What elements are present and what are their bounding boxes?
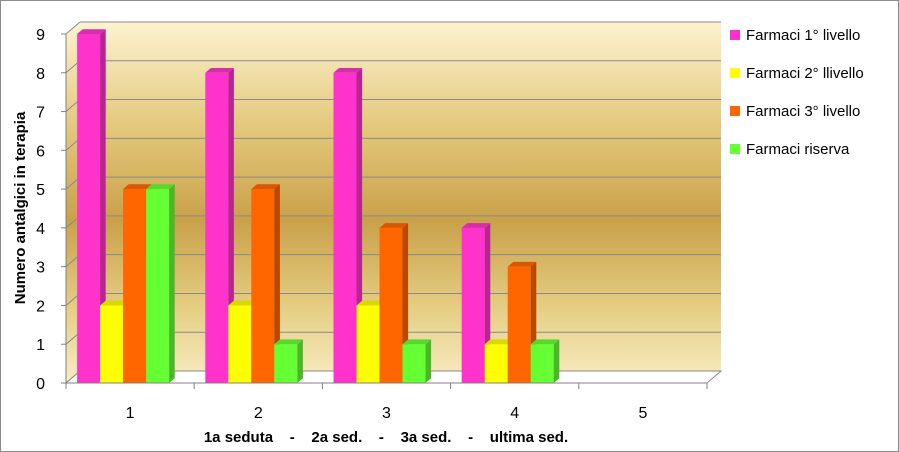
axes: 0 1 2 3 4 5 6 7 8 9 1 2 3 4 5 1a seduta - 2a sed. - 3a … — [12, 27, 708, 446]
x-tick-label: 4 — [510, 405, 519, 422]
bar-front — [379, 227, 403, 383]
bar-top — [146, 184, 175, 190]
bar-side — [425, 339, 432, 383]
x-axis-title: 1a seduta - 2a sed. - 3a sed. - ultima s… — [204, 429, 568, 446]
legend-entry: Farmaci riserva — [730, 141, 850, 158]
y-tick-label: 6 — [36, 143, 45, 160]
bar-top — [274, 339, 303, 345]
legend-label: Farmaci riserva — [746, 141, 850, 158]
bar-side — [274, 184, 280, 383]
y-tick-label: 5 — [36, 182, 45, 199]
legend-entry: Farmaci 1° livello — [730, 27, 860, 44]
x-tick-label: 1 — [126, 405, 135, 422]
x-tick-label: 2 — [254, 405, 263, 422]
bar-top — [356, 300, 386, 306]
bar-top — [228, 300, 257, 306]
legend: Farmaci 1° livello Farmaci 2° llivello Far… — [730, 27, 864, 158]
bar-top — [123, 184, 152, 190]
x-tick-label: 5 — [638, 405, 647, 422]
x-tick-label: 3 — [382, 405, 391, 422]
bar-front — [100, 305, 124, 383]
legend-entry: Farmaci 3° livello — [730, 103, 860, 120]
gridline-side — [65, 21, 81, 35]
bar-front — [461, 227, 485, 383]
bar — [333, 67, 363, 384]
bar-side — [297, 339, 303, 383]
bar — [251, 184, 280, 383]
legend-swatch — [730, 30, 740, 40]
legend-label: Farmaci 3° livello — [746, 103, 860, 120]
y-tick-label: 4 — [36, 221, 45, 238]
bar-top — [461, 223, 491, 228]
bar — [146, 184, 175, 383]
bar-front — [123, 189, 147, 383]
bar-top — [379, 223, 409, 228]
bar-front — [507, 266, 531, 383]
bar-top — [100, 300, 129, 306]
y-tick-label: 3 — [36, 260, 45, 277]
legend-entry: Farmaci 2° llivello — [730, 65, 864, 82]
bar-top — [205, 67, 234, 73]
bar-front — [402, 344, 426, 383]
bar-top — [333, 67, 363, 73]
bar-front — [333, 72, 357, 384]
bar-top — [484, 339, 514, 345]
bar — [379, 223, 409, 383]
legend-swatch — [730, 68, 740, 78]
bar-top — [530, 339, 560, 345]
legend-label: Farmaci 2° llivello — [746, 65, 864, 82]
bar-side — [169, 184, 175, 383]
bar-front — [356, 305, 380, 383]
bar-front — [274, 344, 298, 383]
bar-front — [530, 344, 554, 383]
y-tick-label: 8 — [36, 66, 45, 83]
y-tick-label: 0 — [36, 376, 45, 393]
bar-front — [228, 305, 252, 383]
bars — [77, 29, 560, 384]
y-tick-label: 9 — [36, 27, 45, 44]
y-tick-label: 1 — [36, 337, 45, 354]
bar-front — [205, 72, 229, 384]
legend-label: Farmaci 1° livello — [746, 27, 860, 44]
legend-swatch — [730, 106, 740, 116]
bar — [77, 29, 106, 383]
bar-front — [251, 189, 275, 383]
bar-side — [100, 29, 106, 383]
legend-swatch — [730, 144, 740, 154]
bar-top — [507, 261, 537, 267]
y-tick-label: 7 — [36, 105, 45, 122]
y-axis-title: Numero antalgici in terapia — [12, 111, 29, 304]
bar — [274, 339, 303, 383]
bar-top — [251, 184, 280, 190]
bar-top — [402, 339, 432, 345]
bar — [402, 339, 432, 383]
bar-side — [553, 339, 560, 383]
bar-front — [77, 34, 101, 383]
bar — [530, 339, 560, 383]
bar-front — [484, 344, 508, 383]
bar-front — [146, 189, 170, 383]
bar-top — [77, 29, 106, 34]
y-tick-label: 2 — [36, 298, 45, 315]
